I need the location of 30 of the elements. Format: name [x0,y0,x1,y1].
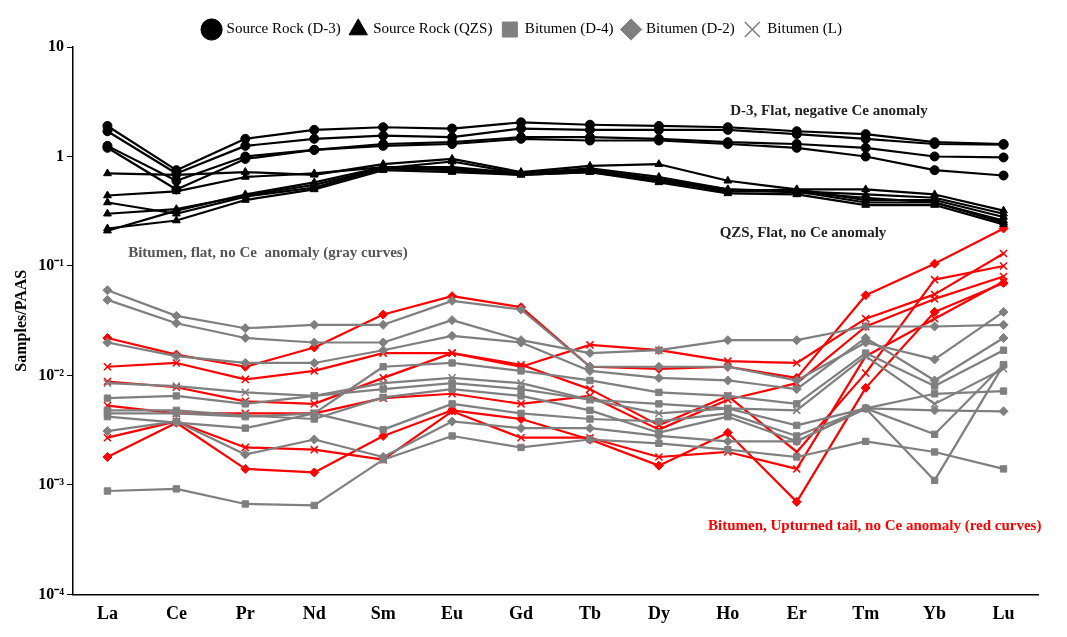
x-tick-label: Yb [923,602,947,623]
legend-label: Bitumen (D-4) [524,20,614,38]
x-tick-label: Lu [992,602,1015,623]
x-tick-label: Ce [165,602,187,623]
x-tick-label: Tb [578,602,601,623]
x-tick-label: Pr [235,602,255,623]
legend-label: Source Rock (D-3) [226,20,341,38]
legend-label: Bitumen (L) [767,20,842,38]
x-tick-label: Er [786,602,807,623]
annotation: Bitumen, Upturned tail, no Ce anomaly (red curves) [707,517,1042,535]
legend-label: Bitumen (D-2) [646,20,735,38]
x-tick-label: Gd [509,602,534,623]
x-tick-label: Nd [302,602,326,623]
x-tick-label: Eu [441,602,464,623]
y-tick-label: 1 [56,146,64,164]
x-tick-label: La [96,602,118,623]
annotation: D-3, Flat, negative Ce anomaly [730,101,929,118]
annotation: QZS, Flat, no Ce anomaly [719,223,887,240]
x-tick-label: Tm [852,602,880,623]
annotation: Bitumen, flat, no Ce anomaly (gray curves) [128,244,408,262]
y-axis-title: Samples/PAAS [11,269,30,372]
y-tick-label: 10⁻² [38,365,65,383]
x-tick-label: Dy [647,602,670,623]
y-tick-label: 10⁻¹ [38,256,65,274]
legend-label: Source Rock (QZS) [373,20,493,38]
x-tick-label: Sm [370,602,396,623]
x-tick-label: Ho [716,602,740,623]
y-tick-label: 10⁻³ [38,475,65,493]
y-tick-label: 10⁻⁴ [38,584,65,602]
y-tick-label: 10 [48,37,64,55]
